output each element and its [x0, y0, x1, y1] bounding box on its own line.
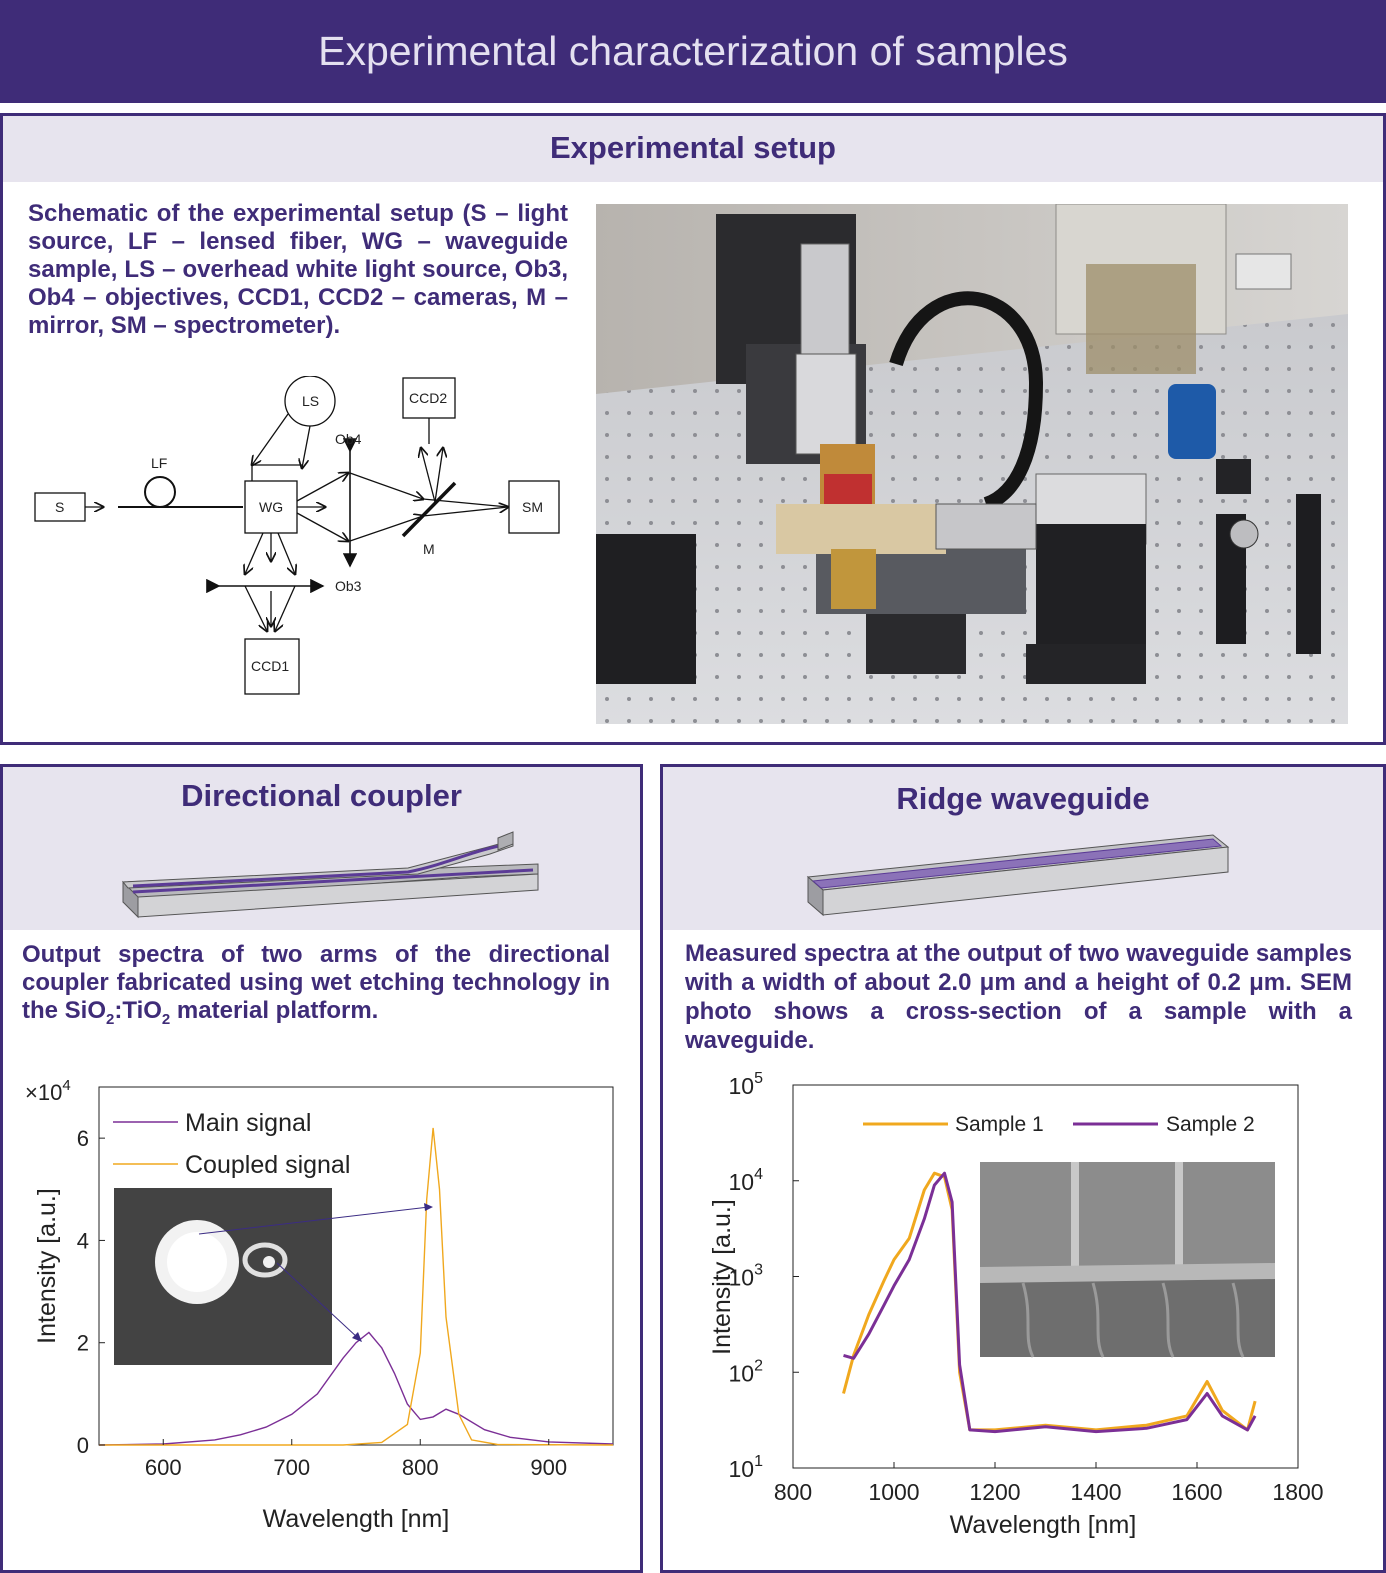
legend-sample2: Sample 2 — [1166, 1113, 1255, 1136]
ridge-y-label: Intensity [a.u.] — [708, 1199, 736, 1355]
coupler-inset-photo — [114, 1188, 332, 1365]
coupler-x-tick-label: 600 — [145, 1455, 182, 1480]
inset-arrow-main — [276, 1262, 359, 1339]
label-ob3: Ob3 — [335, 578, 362, 594]
ridge-y-tick-label: 102 — [729, 1357, 764, 1386]
coupler-description: Output spectra of two arms of the direct… — [22, 941, 610, 1034]
ridge-y-tick-label: 104 — [729, 1166, 764, 1195]
ridge-y-tick-label: 101 — [729, 1453, 764, 1482]
coupler-ticks-group: 600 700 800 900 0 2 4 6 — [77, 1126, 567, 1480]
ridge-heading: Ridge waveguide — [896, 781, 1150, 816]
coupler-x-tick-label: 700 — [273, 1455, 310, 1480]
inset-arrow-coupled — [198, 1206, 430, 1235]
coupler-y-tick-label: 0 — [77, 1433, 89, 1458]
label-lf: LF — [151, 455, 167, 471]
mirror-line — [401, 481, 457, 538]
sem-inset-photo — [980, 1162, 1275, 1358]
label-s: S — [55, 499, 64, 515]
ridge-x-label: Wavelength [nm] — [950, 1511, 1137, 1539]
ridge-y-tick-label: 105 — [729, 1070, 764, 1099]
ridge-chart: 800 1000 1200 1400 1600 1800 101 102 103 104 105 W… — [708, 1070, 1324, 1539]
setup-photo — [596, 204, 1348, 724]
coupler-description-sub2: 2 — [161, 1010, 171, 1028]
setup-heading: Experimental setup — [550, 130, 836, 165]
setup-panel: Experimental setup Schematic of the expe… — [0, 113, 1386, 745]
coupler-y-tick-label: 4 — [77, 1228, 89, 1253]
setup-panel-header: Experimental setup — [3, 116, 1383, 182]
label-ls: LS — [302, 393, 319, 409]
coupler-x-tick-label: 800 — [402, 1455, 439, 1480]
setup-description: Schematic of the experimental setup (S –… — [28, 200, 568, 339]
source-box — [34, 492, 86, 522]
legend-coupled-signal: Coupled signal — [185, 1151, 350, 1179]
coupler-series-line-1 — [99, 1127, 614, 1446]
ridge-series-line-1 — [843, 1171, 1257, 1434]
coupler-series-group — [98, 1127, 614, 1446]
ridge-y-tick-label: 103 — [729, 1262, 764, 1291]
label-ob4: Ob4 — [335, 431, 362, 447]
label-ccd1: CCD1 — [251, 658, 289, 674]
coupler-description-post: material platform. — [170, 997, 379, 1024]
ridge-x-tick-label: 1600 — [1171, 1479, 1222, 1505]
legend-main-signal: Main signal — [185, 1109, 311, 1137]
coupler-y-label: Intensity [a.u.] — [33, 1188, 61, 1344]
ridge-x-tick-label: 1800 — [1272, 1479, 1323, 1505]
setup-schematic: S LF WG LS Ob4 CCD2 SM M Ob3 CCD1 — [34, 376, 560, 695]
page-title: Experimental characterization of samples — [318, 28, 1068, 74]
lensed-fiber-loop — [144, 476, 176, 508]
coupler-y-multiplier: ×104 — [25, 1077, 71, 1105]
ridge-series-group — [842, 1171, 1257, 1434]
title-banner: Experimental characterization of samples — [0, 0, 1386, 103]
ccd1-box — [244, 638, 300, 695]
label-sm: SM — [522, 499, 543, 515]
legend-sample1: Sample 1 — [955, 1113, 1044, 1136]
label-wg: WG — [259, 499, 283, 515]
waveguide-box — [244, 480, 298, 534]
coupler-y-multiplier-base: ×10 — [25, 1080, 62, 1105]
ridge-illustration — [806, 834, 1230, 917]
coupler-description-pre: Output spectra of two arms of the direct… — [22, 941, 610, 1024]
ridge-panel: Ridge waveguide Measured spectra at the … — [660, 764, 1386, 1573]
ridge-x-tick-label: 1400 — [1070, 1479, 1121, 1505]
coupler-panel: Directional coupler Output spectra of tw… — [0, 764, 643, 1573]
ridge-x-tick-label: 800 — [774, 1479, 812, 1505]
ccd2-box — [402, 377, 456, 419]
coupler-heading: Directional coupler — [181, 778, 462, 813]
coupler-description-mid: :TiO — [114, 997, 162, 1024]
coupler-description-sub1: 2 — [106, 1010, 115, 1028]
coupler-series-line-0 — [98, 1331, 614, 1446]
ridge-x-tick-label: 1000 — [868, 1479, 919, 1505]
ridge-x-tick-label: 1200 — [969, 1479, 1020, 1505]
coupler-panel-header: Directional coupler — [3, 767, 640, 930]
coupler-x-label: Wavelength [nm] — [263, 1505, 450, 1533]
spectrometer-box — [508, 480, 560, 534]
label-ccd2: CCD2 — [409, 390, 447, 406]
ridge-ticks-group: 800 1000 1200 1400 1600 1800 101 102 103 104 105 — [729, 1070, 1324, 1505]
label-m: M — [423, 541, 435, 557]
coupler-illustration — [121, 831, 539, 919]
ridge-description: Measured spectra at the output of two wa… — [685, 940, 1352, 1054]
ridge-panel-header: Ridge waveguide — [663, 767, 1383, 930]
coupler-x-tick-label: 900 — [530, 1455, 567, 1480]
coupler-y-tick-label: 6 — [77, 1126, 89, 1151]
coupler-y-tick-label: 2 — [77, 1331, 89, 1356]
coupler-y-multiplier-exp: 4 — [62, 1077, 70, 1094]
